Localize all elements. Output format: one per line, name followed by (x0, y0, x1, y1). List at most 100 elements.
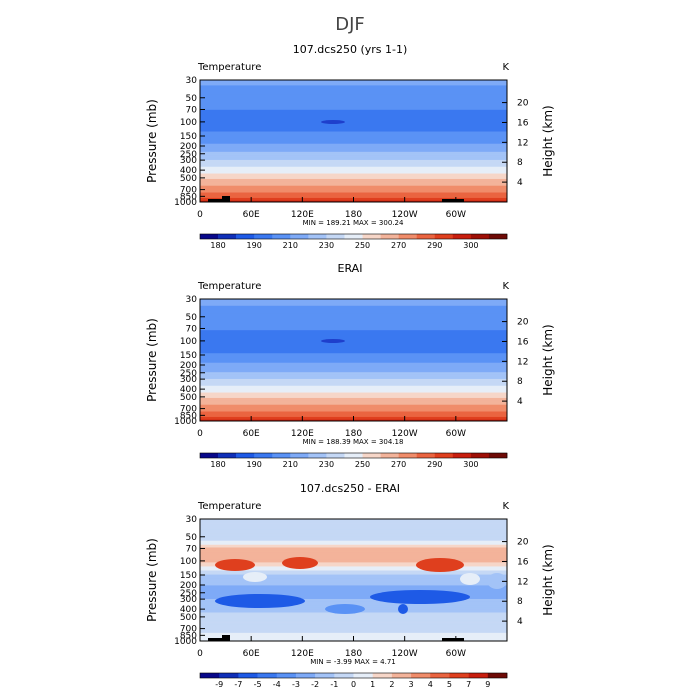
x-tick-label: 0 (197, 649, 203, 659)
contour-band (200, 528, 507, 531)
colorbar-swatch (488, 453, 508, 458)
contour-region (398, 604, 408, 614)
x-tick-label: 180 (345, 649, 362, 659)
contour-band (200, 369, 507, 372)
contour-band (200, 573, 507, 575)
y-tick-label: 500 (180, 393, 197, 403)
contour-band (200, 128, 507, 131)
contour-band (200, 384, 507, 387)
y-tick-label: 100 (180, 337, 197, 347)
x-tick-label: 120W (392, 210, 418, 220)
y-tick-label: 200 (180, 142, 197, 152)
contour-band (200, 165, 507, 168)
contour-band (200, 168, 507, 170)
contour-band (200, 364, 507, 366)
contour-band (200, 546, 507, 548)
contour-band (200, 412, 507, 415)
contour-band (200, 596, 507, 599)
panels-container: 107.dcs250 (yrs 1-1)Temperature K30507010… (145, 43, 555, 689)
contour-band (200, 536, 507, 539)
contour-band (200, 195, 507, 197)
colorbar-tick-label: 9 (485, 680, 490, 689)
contour-band (200, 403, 507, 406)
contour-band (200, 581, 507, 584)
y-tick-label: 250 (180, 369, 197, 379)
colorbar-swatch (290, 234, 309, 239)
contour-band (200, 187, 507, 189)
contour-band (200, 577, 507, 580)
colorbar-tick-label: 180 (210, 460, 225, 469)
contour-band (200, 150, 507, 153)
contour-band (200, 132, 507, 135)
colorbar-tick-label: -5 (254, 680, 262, 689)
colorbar-tick-label: 300 (463, 241, 478, 250)
contour-region (325, 604, 365, 614)
colorbar-swatch (200, 453, 219, 458)
colorbar-swatch (276, 673, 297, 678)
x-tick-label: 120W (392, 429, 418, 439)
height-tick-label: 12 (517, 577, 528, 587)
contour-band (200, 107, 507, 109)
contour-band (200, 350, 507, 353)
colorbar-swatch (326, 453, 345, 458)
y-tick-label: 850 (180, 192, 197, 202)
contour-band (200, 345, 507, 347)
contour-band (200, 112, 507, 115)
contour-band (200, 601, 507, 604)
colorbar-tick-label: 270 (391, 241, 406, 250)
contour-band (200, 563, 507, 566)
contour-band (200, 566, 507, 569)
contour-band (200, 393, 507, 396)
contour-band (200, 532, 507, 535)
contour-band (200, 327, 507, 330)
contour-band (200, 346, 507, 349)
y-tick-label: 400 (180, 166, 197, 176)
colorbar-swatch (452, 453, 472, 458)
contour-band (200, 347, 507, 350)
x-tick-label: 120E (291, 429, 314, 439)
contour-band (200, 584, 507, 586)
colorbar: -9 -7 -5 -4 -3 -2 -1 0 1 2 3 4 5 7 9 (199, 672, 508, 689)
x-tick-label: 60E (243, 210, 260, 220)
contour-band (200, 598, 507, 601)
y-tick-label: 50 (186, 313, 198, 323)
contour-band (200, 376, 507, 379)
contour-band (200, 104, 507, 107)
contour-band (200, 123, 507, 126)
min-max-text: MIN = 188.39 MAX = 304.18 (303, 438, 404, 446)
contour-band (200, 395, 507, 397)
contour-band (200, 561, 507, 563)
contour-band (200, 354, 507, 357)
contour-band (200, 594, 507, 597)
contour-band (200, 299, 507, 301)
colorbar-tick-label: 1 (370, 680, 375, 689)
contour-band (200, 392, 507, 395)
colorbar: 180 190 210 230 250 270 290 300 (199, 452, 508, 469)
colorbar-swatch (398, 453, 418, 458)
contour-band (200, 562, 507, 565)
contour-band (200, 101, 507, 104)
contour-region (215, 559, 255, 571)
colorbar-frame (199, 233, 508, 240)
contour-band (200, 407, 507, 410)
colorbar-tick-label: 230 (319, 460, 334, 469)
y-tick-label: 30 (186, 295, 198, 305)
contour-band (200, 301, 507, 304)
colorbar-tick-label: 290 (427, 460, 442, 469)
contour-band (200, 127, 507, 130)
contour-band (200, 82, 507, 85)
contour-band (200, 141, 507, 143)
contour-band (200, 627, 507, 630)
contour-band (200, 311, 507, 313)
colorbar-tick-label: -7 (234, 680, 242, 689)
contour-band (200, 381, 507, 384)
field-label: Temperature (197, 62, 261, 73)
contour-band (200, 523, 507, 525)
field-label: Temperature (197, 281, 261, 292)
contour-band (200, 619, 507, 622)
contour-band (200, 374, 507, 377)
contour-band (200, 161, 507, 164)
y-tick-label: 30 (186, 515, 198, 525)
contour-band (200, 574, 507, 577)
